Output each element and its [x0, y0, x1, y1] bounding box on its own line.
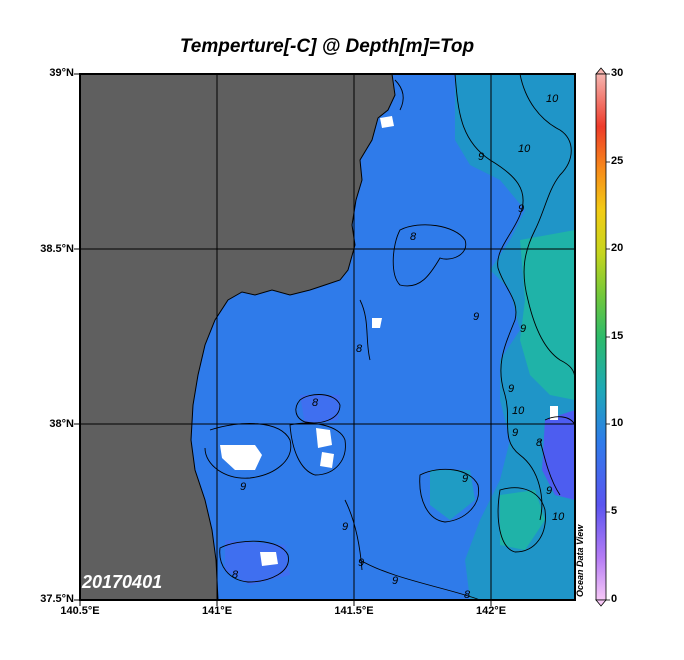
- contour-label: 9: [520, 323, 526, 335]
- contour-label: 8: [410, 231, 417, 243]
- contour-label: 10: [518, 143, 531, 155]
- contour-label: 9: [512, 427, 518, 439]
- no-data-area-6: [372, 318, 382, 328]
- x-tick-label: 141.5°E: [334, 605, 374, 617]
- contour-label: 10: [512, 405, 525, 417]
- watermark: Ocean Data View: [575, 524, 585, 597]
- no-data-area-3: [320, 452, 334, 468]
- contour-label: 9: [358, 557, 364, 569]
- contour-label: 9: [508, 383, 514, 395]
- cold-water-patch-2: [225, 540, 290, 585]
- y-tick-label: 38.5°N: [40, 243, 74, 255]
- colorbar-tick-label: 25: [611, 155, 624, 167]
- date-stamp: 20170401: [82, 572, 163, 592]
- no-data-area-5: [380, 116, 394, 128]
- no-data-area-4: [260, 552, 278, 566]
- no-data-area: [220, 445, 262, 470]
- contour-label: 9: [392, 575, 398, 587]
- land-mass: [80, 74, 396, 600]
- contour-label: 8: [464, 589, 471, 601]
- cold-water-patch: [542, 410, 575, 500]
- x-tick-label: 141°E: [201, 605, 233, 617]
- contour-label: 10: [552, 511, 565, 523]
- map-frame: [79, 73, 576, 601]
- colorbar-tick-label: 15: [611, 330, 624, 342]
- contour-label: 9: [518, 203, 524, 215]
- x-tick-label: 142°E: [475, 605, 507, 617]
- contour-label: 9: [240, 481, 246, 493]
- contour-label: 10: [546, 93, 559, 105]
- contour-label: 8: [232, 569, 239, 581]
- contour-label: 9: [473, 311, 479, 323]
- colorbar-tick-label: 5: [611, 505, 618, 517]
- cold-water-patch-3: [300, 395, 340, 425]
- contour-label: 8: [356, 343, 363, 355]
- warm-water-core: [520, 230, 575, 400]
- contour-lines: [204, 74, 575, 600]
- colorbar-tick-label: 30: [611, 67, 624, 79]
- no-data-area-2: [316, 428, 332, 448]
- colorbar-tick-label: 0: [611, 593, 618, 605]
- contour-label: 9: [462, 473, 468, 485]
- colorbar-tick-label: 10: [611, 417, 624, 429]
- warm-water-patch-2: [430, 470, 475, 520]
- map-title: Temperture[-C] @ Depth[m]=Top: [179, 36, 475, 57]
- colorbar-tick-label: 20: [611, 242, 624, 254]
- contour-label: 9: [546, 485, 552, 497]
- y-tick-label: 38°N: [49, 418, 74, 430]
- contour-label: 8: [312, 397, 319, 409]
- contour-label: 9: [478, 151, 484, 163]
- y-tick-label: 39°N: [49, 67, 74, 79]
- contour-labels: 10 9 8 9 9 8 9 10 10 9 8 9 9 10 8 8 9 9 …: [232, 93, 565, 601]
- x-tick-label: 140.5°E: [60, 605, 100, 617]
- y-tick-label: 37.5°N: [40, 593, 74, 605]
- contour-label: 8: [536, 437, 543, 449]
- warm-water-patch: [500, 490, 545, 550]
- colorbar: [595, 67, 610, 607]
- grid-lines: [80, 74, 575, 600]
- contour-label: 9: [342, 521, 348, 533]
